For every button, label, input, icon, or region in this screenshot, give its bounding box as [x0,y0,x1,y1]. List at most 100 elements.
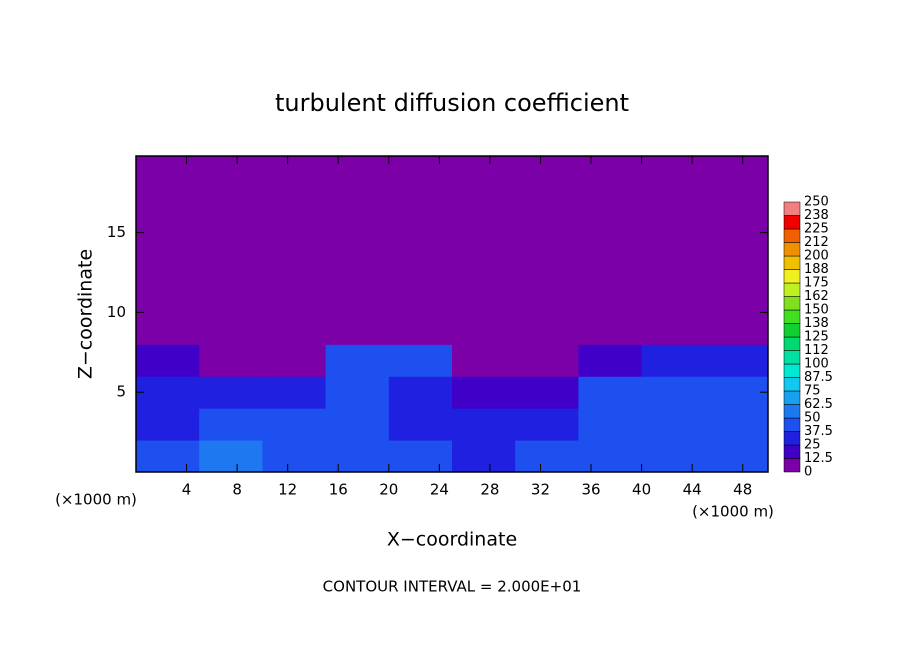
x-unit: (×1000 m) [692,503,774,521]
colorbar-swatch [783,458,801,473]
colorbar-swatch [783,350,801,365]
cell [515,440,579,473]
x-tick-label: 40 [632,481,651,499]
cell [452,408,516,441]
cell [641,280,706,313]
cell [704,280,769,313]
colorbar-label: 250 [804,195,829,210]
cell [388,376,453,409]
cell [641,344,706,377]
cell [641,184,706,218]
cell [199,376,263,409]
cell [704,408,769,441]
cell [641,376,706,409]
cell [515,184,579,218]
cell [452,248,516,281]
colorbar-label: 75 [804,384,821,399]
cell [578,440,643,473]
x-tick-label: 4 [182,481,192,499]
colorbar-label: 212 [804,235,829,250]
cell [704,248,769,281]
cell [452,280,516,313]
cell [578,344,643,377]
colorbar-label: 0 [804,465,812,480]
cell [262,280,327,313]
cell [262,156,327,186]
colorbar-swatch [783,377,801,392]
cell [515,312,579,345]
cell [641,156,706,186]
cell [136,408,200,441]
cell [136,440,200,473]
cell [578,184,643,218]
footnote: CONTOUR INTERVAL = 2.000E+01 [323,578,582,596]
colorbar-swatch [783,228,801,243]
cell [578,408,643,441]
cell [136,156,200,186]
colorbar-label: 12.5 [804,451,833,466]
cell [578,156,643,186]
cell [199,408,263,441]
x-axis-label: X−coordinate [387,529,517,551]
colorbar-swatch [783,215,801,230]
cell [262,184,327,218]
cell [199,156,263,186]
colorbar-label: 25 [804,438,821,453]
x-unit: (×1000 m) [55,491,137,509]
cell [704,376,769,409]
cell [641,440,706,473]
cell [704,344,769,377]
colorbar-swatch [783,255,801,270]
colorbar-swatch [783,201,801,216]
colorbar-swatch [783,390,801,405]
cell [704,440,769,473]
cell [388,248,453,281]
x-tick-label: 48 [733,481,752,499]
cell [641,408,706,441]
cell [515,248,579,281]
cell [199,248,263,281]
cell [262,408,327,441]
colorbar-label: 138 [804,316,829,331]
colorbar-swatch [783,363,801,378]
cell [325,280,390,313]
cell [388,216,453,250]
cell [262,216,327,250]
cell [388,408,453,441]
cell [136,280,200,313]
x-tick-label: 24 [430,481,449,499]
colorbar-label: 87.5 [804,370,833,385]
cell [325,408,390,441]
cell [388,184,453,218]
colorbar-swatch [783,242,801,257]
cell [199,440,263,473]
colorbar-swatch [783,323,801,338]
colorbar-label: 50 [804,411,821,426]
cell [325,156,390,186]
colorbar-swatch [783,404,801,419]
colorbar-label: 62.5 [804,397,833,412]
cell [452,312,516,345]
cell [325,440,390,473]
cell [515,216,579,250]
cell [199,216,263,250]
colorbar-swatch [783,296,801,311]
cell [199,312,263,345]
cell [641,248,706,281]
y-axis-label: Z−coordinate [75,249,97,379]
cell [578,248,643,281]
cell [136,216,200,250]
colorbar-label: 37.5 [804,424,833,439]
colorbar-label: 150 [804,303,829,318]
cell [199,344,263,377]
cell [262,376,327,409]
x-tick-label: 20 [379,481,398,499]
plot-frame [135,155,769,473]
x-tick-label: 32 [531,481,550,499]
cell [388,344,453,377]
cell [388,156,453,186]
cell [262,440,327,473]
cell [452,184,516,218]
cell [325,344,390,377]
